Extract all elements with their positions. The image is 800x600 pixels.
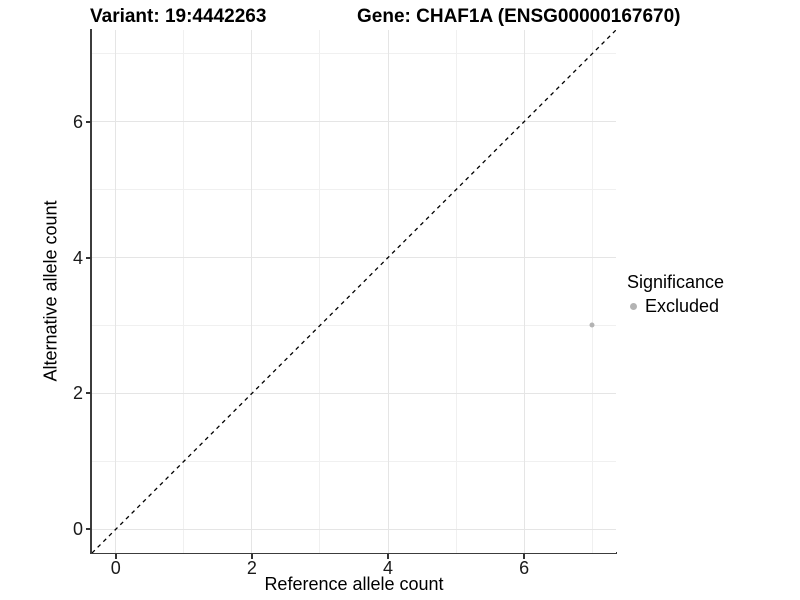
gridline-vertical-2 (251, 30, 253, 553)
y-axis-line (90, 29, 92, 554)
y-tick-mark-6 (86, 120, 91, 123)
data-point (589, 322, 595, 328)
gridline-horizontal-5 (92, 189, 616, 191)
y-tick-mark-4 (86, 256, 91, 259)
x-tick-label-2: 2 (246, 558, 257, 578)
legend-item-label: Excluded (645, 296, 720, 316)
legend-item-excluded: Excluded (627, 296, 724, 317)
x-tick-label-4: 4 (383, 558, 394, 578)
identity-reference-line (92, 30, 616, 553)
gridline-vertical-3 (319, 30, 321, 553)
gridline-vertical-6 (523, 30, 525, 553)
x-tick-label-0: 0 (110, 558, 121, 578)
gridline-horizontal-0 (92, 528, 616, 530)
y-tick-label-2: 2 (72, 383, 83, 404)
legend-title: Significance (627, 272, 725, 292)
y-tick-label-0: 0 (72, 519, 83, 540)
x-tick-mark-0 (114, 554, 117, 559)
legend: Significance Excluded (627, 272, 724, 317)
legend-key-dot-icon (630, 303, 637, 310)
x-axis-label: Reference allele count (264, 574, 444, 594)
gridline-horizontal-1 (92, 460, 616, 462)
gridline-vertical-7 (591, 30, 593, 553)
y-axis-label: Alternative allele count (40, 200, 61, 382)
y-tick-mark-2 (86, 392, 91, 395)
x-tick-mark-6 (523, 554, 526, 559)
gridline-vertical-4 (387, 30, 389, 553)
gridline-vertical-5 (455, 30, 457, 553)
x-tick-mark-4 (387, 554, 390, 559)
x-tick-mark-2 (250, 554, 253, 559)
gridline-vertical-0 (115, 30, 117, 553)
gridline-horizontal-3 (92, 324, 616, 326)
plot-panel (92, 30, 616, 553)
gridline-vertical-1 (183, 30, 185, 553)
x-tick-label-6: 6 (519, 558, 530, 578)
gridline-horizontal-7 (92, 53, 616, 55)
y-tick-label-6: 6 (72, 111, 83, 132)
gridline-horizontal-2 (92, 392, 616, 394)
gridline-horizontal-4 (92, 257, 616, 259)
gridline-horizontal-6 (92, 121, 616, 123)
plot-title-variant: Variant: 19:4442263 (90, 6, 267, 27)
plot-title-gene: Gene: CHAF1A (ENSG00000167670) (357, 6, 681, 27)
y-tick-mark-0 (86, 528, 91, 531)
y-tick-label-4: 4 (72, 247, 83, 268)
x-axis-line (90, 552, 617, 554)
